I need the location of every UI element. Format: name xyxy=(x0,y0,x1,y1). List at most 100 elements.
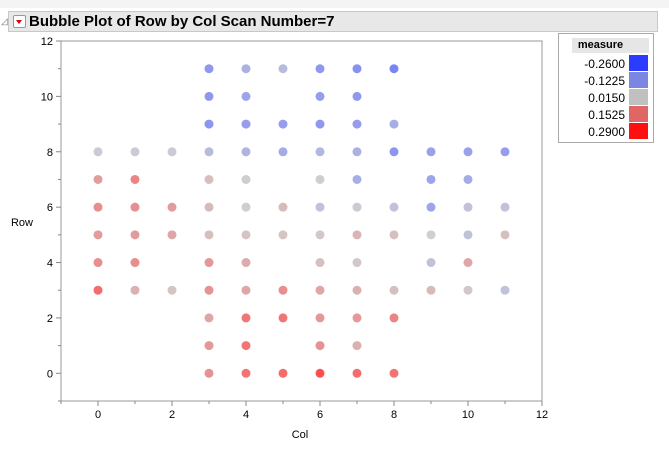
legend-swatch xyxy=(629,55,648,71)
bubble-point xyxy=(426,202,436,212)
bubble-point xyxy=(204,230,214,240)
x-tick-label: 2 xyxy=(169,409,175,421)
bubble-point xyxy=(463,285,473,295)
bubble-point xyxy=(315,285,325,295)
bubble-point xyxy=(241,202,251,212)
bubble-point xyxy=(204,91,214,101)
bubble-point xyxy=(352,147,362,157)
bubble-point xyxy=(315,313,325,323)
bubble-point xyxy=(352,230,362,240)
legend-swatch xyxy=(629,123,648,139)
bubble-point xyxy=(167,147,177,157)
bubble-point xyxy=(352,91,362,101)
legend: measure -0.2600 -0.1225 0.0150 0.1525 0.2900 xyxy=(558,33,654,143)
bubble-point xyxy=(278,119,288,129)
legend-label: -0.2600 xyxy=(584,57,625,71)
bubble-point xyxy=(93,202,103,212)
y-tick-label: 0 xyxy=(47,368,53,380)
bubble-point xyxy=(241,230,251,240)
bubble-point xyxy=(352,119,362,129)
legend-item: -0.2600 xyxy=(559,55,653,72)
y-tick-label: 12 xyxy=(41,36,53,48)
legend-swatch xyxy=(629,106,648,122)
bubble-point xyxy=(315,368,325,378)
bubble-point xyxy=(315,341,325,351)
bubble-point xyxy=(204,174,214,184)
bubble-point xyxy=(93,230,103,240)
legend-label: -0.1225 xyxy=(584,74,625,88)
bubble-point xyxy=(241,368,251,378)
disclosure-icon[interactable]: ◿ xyxy=(1,16,8,26)
bubble-point xyxy=(315,258,325,268)
report-header[interactable]: ◿ Bubble Plot of Row by Col Scan Number=… xyxy=(1,11,658,32)
bubble-point xyxy=(204,368,214,378)
bubble-point xyxy=(130,285,140,295)
bubble-point xyxy=(130,258,140,268)
bubble-point xyxy=(426,230,436,240)
legend-item: 0.1525 xyxy=(559,106,653,123)
bubble-point xyxy=(241,341,251,351)
bubble-point xyxy=(204,313,214,323)
bubble-point xyxy=(500,285,510,295)
bubble-point xyxy=(204,147,214,157)
bubble-point xyxy=(352,174,362,184)
bubble-point xyxy=(93,147,103,157)
bubble-point xyxy=(278,147,288,157)
red-triangle-menu-icon[interactable] xyxy=(13,15,26,28)
legend-label: 0.1525 xyxy=(588,108,625,122)
legend-label: 0.0150 xyxy=(588,91,625,105)
bubble-point xyxy=(241,91,251,101)
bubble-point xyxy=(315,91,325,101)
x-tick-label: 6 xyxy=(317,409,323,421)
bubble-point xyxy=(204,285,214,295)
report-title: Bubble Plot of Row by Col Scan Number=7 xyxy=(29,13,335,30)
bubble-point xyxy=(204,202,214,212)
y-tick-label: 2 xyxy=(47,313,53,325)
bubble-point xyxy=(315,202,325,212)
bubble-point xyxy=(315,64,325,74)
legend-item: -0.1225 xyxy=(559,72,653,89)
x-tick-label: 8 xyxy=(391,409,397,421)
bubble-point xyxy=(389,202,399,212)
bubble-point xyxy=(463,202,473,212)
bubble-point xyxy=(426,258,436,268)
bubble-point xyxy=(278,313,288,323)
y-axis-label: Row xyxy=(11,217,33,229)
legend-title: measure xyxy=(572,38,629,53)
bubble-point xyxy=(278,64,288,74)
bubble-point xyxy=(93,258,103,268)
bubble-point xyxy=(352,368,362,378)
y-tick-label: 4 xyxy=(47,258,53,270)
bubble-point xyxy=(315,174,325,184)
bubble-point xyxy=(352,313,362,323)
bubble-point xyxy=(278,230,288,240)
bubble-point xyxy=(204,119,214,129)
bubble-point xyxy=(241,258,251,268)
bubble-point xyxy=(389,230,399,240)
bubble-point xyxy=(389,119,399,129)
bubble-point xyxy=(241,313,251,323)
bubble-point xyxy=(315,230,325,240)
y-tick-label: 6 xyxy=(47,202,53,214)
bubble-point xyxy=(130,174,140,184)
bubble-point xyxy=(167,230,177,240)
bubble-point xyxy=(167,285,177,295)
legend-item: 0.0150 xyxy=(559,89,653,106)
bubble-point xyxy=(352,258,362,268)
bubble-point xyxy=(389,368,399,378)
bubble-point xyxy=(463,174,473,184)
legend-item: 0.2900 xyxy=(559,123,653,140)
x-tick-label: 4 xyxy=(243,409,249,421)
bubble-point xyxy=(241,174,251,184)
bubble-point xyxy=(130,202,140,212)
bubble-point xyxy=(93,285,103,295)
bubble-point xyxy=(463,230,473,240)
bubble-point xyxy=(389,285,399,295)
bubble-point xyxy=(278,202,288,212)
bubble-point xyxy=(500,230,510,240)
bubble-point xyxy=(167,202,177,212)
bubble-point xyxy=(389,313,399,323)
bubble-point xyxy=(463,258,473,268)
top-strip xyxy=(0,0,669,8)
